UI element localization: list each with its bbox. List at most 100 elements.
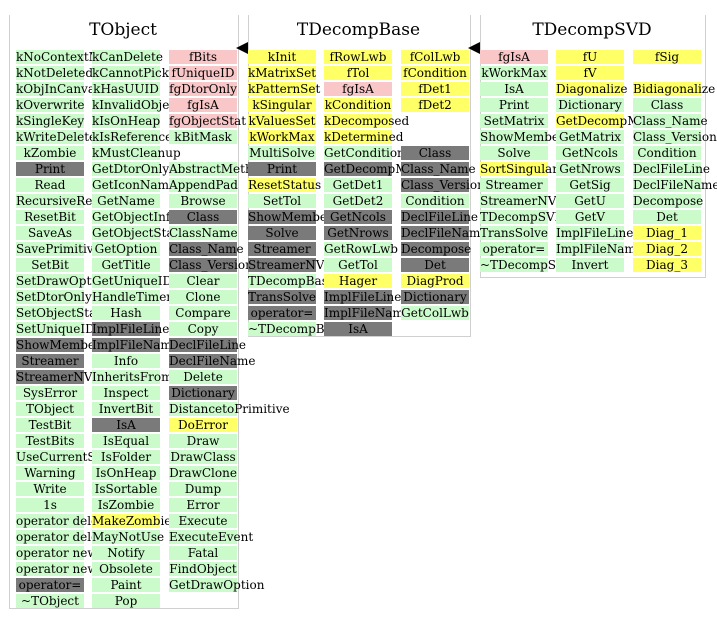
member-getobjectinfo: GetObjectInfo <box>92 210 178 224</box>
member-getname: GetName <box>92 194 160 208</box>
member-kdecomposed: kDecomposed <box>324 114 410 128</box>
member-fsig: fSig <box>633 50 701 64</box>
member-diagonalize: Diagonalize <box>556 82 628 96</box>
member-declfilename: DeclFileName <box>169 354 256 368</box>
member-print: Print <box>480 98 548 112</box>
member-implfilename: ImplFileName <box>92 338 179 352</box>
member-getdet2: GetDet2 <box>324 194 392 208</box>
member-getcondition: GetCondition <box>324 146 405 160</box>
member-fatal: Fatal <box>169 546 237 560</box>
member-class: Class <box>401 146 469 160</box>
member-operator: operator= <box>480 242 548 256</box>
member-getdtoronly: GetDtorOnly <box>92 162 170 176</box>
member-condition: Condition <box>633 146 701 160</box>
member-error: Error <box>169 498 237 512</box>
member-testbits: TestBits <box>16 434 84 448</box>
member-operator-delete: operator delete <box>16 514 111 528</box>
member-setbit: SetBit <box>16 258 84 272</box>
member-dictionary: Dictionary <box>556 98 624 112</box>
member-kcandelete: kCanDelete <box>92 50 163 64</box>
member-declfileline: DeclFileLine <box>401 210 479 224</box>
member-condition: Condition <box>401 194 469 208</box>
member-saveas: SaveAs <box>16 226 84 240</box>
member-implfileline: ImplFileLine <box>324 290 402 304</box>
member-handletimer: HandleTimer <box>92 290 173 304</box>
member-execute: Execute <box>169 514 237 528</box>
member-ksinglekey: kSingleKey <box>16 114 85 128</box>
member-fdet2: fDet2 <box>401 98 469 112</box>
member-fv: fV <box>556 66 624 80</box>
member-kwritedelete: kWriteDelete <box>16 130 97 144</box>
member-kdetermined: kDetermined <box>324 130 404 144</box>
member-class-name: Class_Name <box>633 114 708 128</box>
tdecompbase-col-3: fColLwb fCondition fDet1 fDet2 Class Class_Na… <box>401 50 488 322</box>
member-operator: operator= <box>16 578 84 592</box>
member-usecurrentstyle: UseCurrentStyle <box>16 450 119 464</box>
member-inheritsfrom: InheritsFrom <box>92 370 173 384</box>
member-empty <box>401 130 469 144</box>
member-isa: IsA <box>324 322 392 336</box>
member-solve: Solve <box>480 146 548 160</box>
member-inspect: Inspect <box>92 386 160 400</box>
member-read: Read <box>16 178 84 192</box>
member-class: Class <box>169 210 237 224</box>
member-streamer: Streamer <box>16 354 84 368</box>
member-decompose: Decompose <box>633 194 704 208</box>
member-drawclass: DrawClass <box>169 450 237 464</box>
member-doerror: DoError <box>169 418 237 432</box>
member-getnrows: GetNrows <box>556 162 624 176</box>
member-setobjectstat: SetObjectStat <box>16 306 102 320</box>
member-diagprod: DiagProd <box>401 274 469 288</box>
member-ksingular: kSingular <box>248 98 316 112</box>
member-settol: SetTol <box>248 194 316 208</box>
member-tdecompsvd: ~TDecompSVD <box>480 258 575 272</box>
member-gettol: GetTol <box>324 258 392 272</box>
member-fgdtoronly: fgDtorOnly <box>169 82 237 96</box>
member-isonheap: IsOnHeap <box>92 466 160 480</box>
tdecompsvd-title: TDecompSVD <box>532 20 652 40</box>
member-isfolder: IsFolder <box>92 450 160 464</box>
member-kbitmask: kBitMask <box>169 130 237 144</box>
member-declfilename: DeclFileName <box>633 178 717 192</box>
member-setuniqueid: SetUniqueID <box>16 322 95 336</box>
member-fgisa: fgIsA <box>169 98 237 112</box>
member-maynotuse: MayNotUse <box>92 530 165 544</box>
member-tobject: TObject <box>16 402 84 416</box>
member-dictionary: Dictionary <box>401 290 469 304</box>
member-invert: Invert <box>556 258 624 272</box>
member-kcondition: kCondition <box>324 98 392 112</box>
member-diag-1: Diag_1 <box>633 226 701 240</box>
member-getv: GetV <box>556 210 624 224</box>
inheritance-arrow-icon <box>236 42 248 54</box>
member-getncols: GetNcols <box>324 210 392 224</box>
tobject-title: TObject <box>89 20 157 40</box>
member-streamer: Streamer <box>248 242 316 256</box>
member-funiqueid: fUniqueID <box>169 66 237 80</box>
member-kinvalidobject: kInvalidObject <box>92 98 181 112</box>
member-dictionary: Dictionary <box>169 386 237 400</box>
member-classname: ClassName <box>169 226 238 240</box>
member-iszombie: IsZombie <box>92 498 160 512</box>
member-diag-2: Diag_2 <box>633 242 701 256</box>
member-geticonname: GetIconName <box>92 178 177 192</box>
member-distancetoprimitive: DistancetoPrimitive <box>169 402 290 416</box>
member-syserror: SysError <box>16 386 84 400</box>
member-fcollwb: fColLwb <box>401 50 469 64</box>
member-copy: Copy <box>169 322 237 336</box>
member-transsolve: TransSolve <box>248 290 316 304</box>
member-print: Print <box>248 162 316 176</box>
member-getrowlwb: GetRowLwb <box>324 242 398 256</box>
member-det: Det <box>633 210 701 224</box>
member-1s: 1s <box>16 498 84 512</box>
member-getdrawoption: GetDrawOption <box>169 578 265 592</box>
member-dump: Dump <box>169 482 237 496</box>
tdecompbase-col-2: fRowLwb fTol fgIsA kCondition kDecomposed kDe… <box>324 50 436 338</box>
member-getcollwb: GetColLwb <box>401 306 469 320</box>
member-isa: IsA <box>92 418 160 432</box>
member-info: Info <box>92 354 160 368</box>
member-diag-3: Diag_3 <box>633 258 701 272</box>
member-fdet1: fDet1 <box>401 82 469 96</box>
member-bidiagonalize: Bidiagonalize <box>633 82 716 96</box>
member-fcondition: fCondition <box>401 66 469 80</box>
member-appendpad: AppendPad <box>169 178 238 192</box>
